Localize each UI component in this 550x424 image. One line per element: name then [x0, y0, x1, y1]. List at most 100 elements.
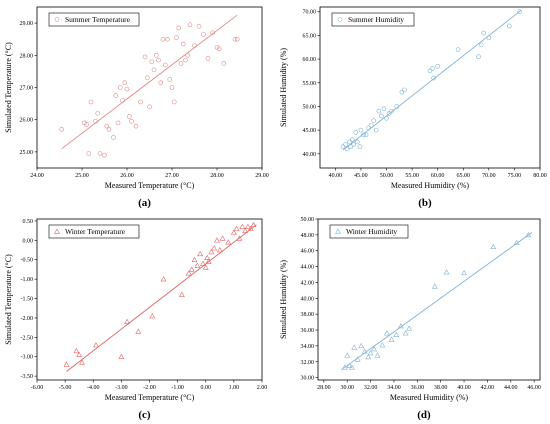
x-tick-label: -6.00 [31, 385, 44, 391]
y-tick-label: 45.00 [303, 128, 317, 134]
x-tick-label: 70.00 [482, 173, 496, 179]
data-point [188, 266, 195, 272]
x-tick-label: 34.00 [387, 385, 401, 391]
x-tick-label: 29.00 [255, 173, 269, 179]
chart-c-svg: -6.00 -5.00 -4.00 -3.00 -2.00 -1.00 0.00 1.00 2.… [4, 218, 267, 421]
legend-label: Winter Temperature [65, 227, 126, 236]
data-point [88, 99, 94, 105]
data-point [398, 323, 404, 329]
x-tick-label: 32.00 [364, 385, 378, 391]
y-tick-label: 32.00 [301, 360, 315, 366]
data-point [205, 56, 211, 61]
data-point [517, 9, 522, 15]
data-point [187, 22, 193, 28]
data-point [185, 270, 192, 276]
data-point [192, 43, 197, 48]
y-tick-label: 28.00 [20, 53, 34, 59]
y-tick-label: 55.00 [303, 81, 317, 87]
data-point [93, 342, 99, 348]
data-point [138, 99, 143, 105]
x-tick-label: 30.00 [340, 385, 354, 391]
y-tick-label: -3.00 [21, 355, 34, 361]
data-point [367, 350, 374, 356]
data-point [388, 336, 395, 342]
chart-panel-d: 28.00 30.00 32.00 34.00 36.00 38.00 40.00 42.00… [275, 212, 550, 424]
data-point [214, 237, 220, 243]
data-point [117, 85, 123, 90]
data-point [210, 30, 215, 36]
data-point [180, 41, 186, 47]
y-tick-label: 40.00 [301, 296, 315, 302]
data-point [167, 77, 173, 82]
plot-frame [36, 218, 263, 381]
y-tick-label: 38.00 [301, 312, 315, 318]
legend-marker [54, 228, 60, 234]
data-point [79, 359, 85, 365]
chart-a-svg: 24.00 25.00 26.00 27.00 28.00 29.00 25.00 26.00… [4, 6, 269, 209]
data-point [95, 110, 101, 116]
data-point [205, 258, 212, 264]
data-point [525, 231, 532, 238]
y-tick-label: 30.00 [301, 376, 315, 382]
data-point [160, 36, 166, 42]
legend-marker [337, 17, 343, 22]
chart-panel-a: 24.00 25.00 26.00 27.00 28.00 29.00 25.00 26.00… [0, 0, 275, 212]
data-point [365, 353, 372, 360]
data-point [344, 146, 350, 152]
chart-panel-b: 40.00 45.00 50.00 55.00 60.00 65.00 70.00 75.00… [275, 0, 550, 212]
y-tick-label: 0.50 [23, 219, 34, 225]
data-point [371, 346, 377, 352]
data-point [371, 118, 377, 123]
data-point [149, 59, 155, 65]
plot-frame [319, 6, 541, 169]
data-point [427, 68, 433, 74]
data-point [183, 57, 188, 63]
data-point [133, 123, 139, 129]
x-tick-label: 46.00 [527, 385, 541, 391]
x-tick-label: -2.00 [143, 385, 156, 391]
data-point [234, 36, 240, 42]
data-point [84, 122, 89, 127]
data-point [151, 67, 157, 73]
y-tick-label: 60.00 [303, 57, 317, 63]
x-tick-label: 24.00 [30, 173, 44, 179]
data-point [149, 312, 156, 319]
data-point [178, 291, 185, 297]
data-point [366, 125, 371, 131]
data-point [340, 144, 346, 149]
data-point [97, 151, 103, 156]
data-point [113, 93, 119, 98]
data-point [216, 247, 223, 253]
legend-box [48, 12, 140, 27]
data-point [200, 260, 206, 266]
data-point [478, 42, 484, 48]
data-point [142, 54, 148, 60]
x-tick-label: 65.00 [457, 173, 471, 179]
data-point [76, 351, 83, 358]
data-point [351, 344, 358, 350]
y-tick-label: 27.00 [20, 86, 34, 92]
y-tick-label: 50.00 [301, 217, 315, 223]
data-point [169, 85, 175, 90]
data-point [361, 132, 366, 138]
data-point [376, 108, 382, 114]
plot-frame [317, 218, 541, 381]
data-point [461, 269, 467, 276]
data-point [245, 223, 251, 229]
data-point [250, 221, 257, 228]
data-point [233, 225, 240, 231]
data-point [153, 52, 159, 58]
x-tick-label: -1.00 [171, 385, 184, 391]
y-tick-label: 44.00 [301, 265, 315, 271]
y-tick-label: 42.00 [301, 280, 315, 286]
x-tick-label: -4.00 [87, 385, 100, 391]
data-point [204, 254, 211, 261]
data-point [221, 61, 227, 66]
data-point [399, 89, 405, 95]
x-tick-label: 55.00 [405, 173, 419, 179]
data-point [435, 63, 440, 69]
data-point [219, 235, 226, 241]
x-tick-label: 27.00 [165, 173, 179, 179]
x-axis-title: Measured Temperature (°C) [105, 393, 195, 402]
data-point [393, 331, 400, 338]
